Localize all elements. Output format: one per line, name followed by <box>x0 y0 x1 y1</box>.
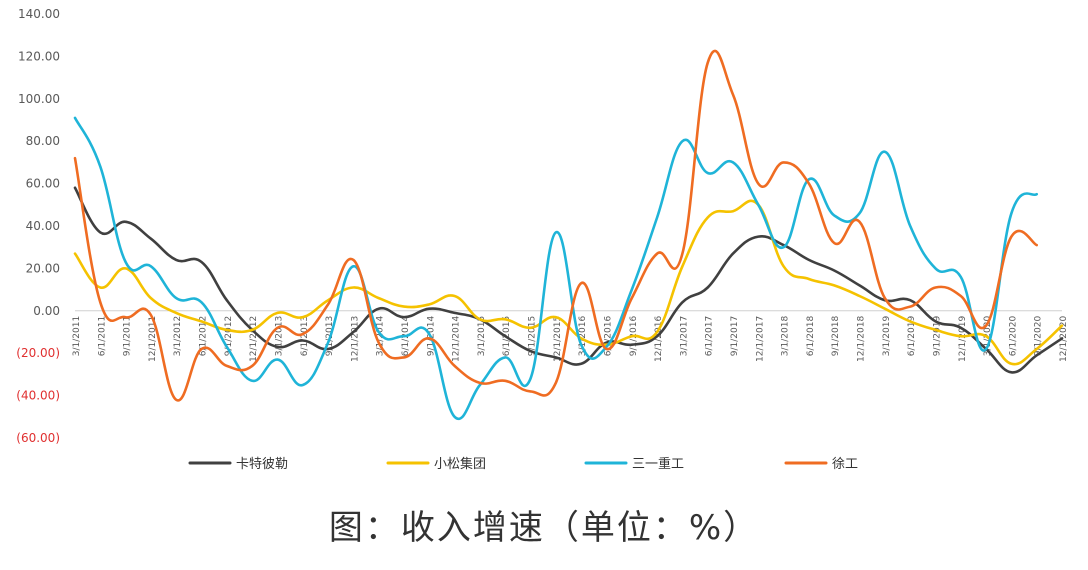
x-tick-label: 12/1/2013 <box>350 316 360 362</box>
series-line-4 <box>73 49 1038 402</box>
x-tick-label: 12/1/2014 <box>452 316 462 362</box>
x-tick-label: 6/1/2017 <box>705 316 715 356</box>
x-tick-label: 6/1/2020 <box>1008 316 1018 357</box>
x-tick-label: 12/1/2016 <box>654 316 664 362</box>
y-tick-label: (20.00) <box>16 346 60 360</box>
x-tick-label: 12/1/2018 <box>857 316 867 362</box>
chart: 140.00 120.00 100.00 80.00 60.00 40.00 20.00 0.… <box>16 7 1069 470</box>
figure-caption: 图：收入增速（单位：%） <box>328 508 760 548</box>
y-tick-label: 40.00 <box>26 219 60 233</box>
x-tick-label: 3/1/2020 <box>983 316 993 357</box>
x-tick-label: 12/1/2020 <box>1059 316 1069 362</box>
x-tick-label: 12/1/2019 <box>958 316 968 362</box>
x-tick-label: 6/1/2012 <box>199 316 209 356</box>
x-tick-label: 12/1/2017 <box>755 316 765 362</box>
x-tick-label: 9/1/2015 <box>528 316 538 356</box>
y-tick-label: 100.00 <box>18 92 60 106</box>
x-tick-label: 9/1/2012 <box>224 316 234 356</box>
x-tick-label: 3/1/2017 <box>679 316 689 356</box>
y-tick-label: 80.00 <box>26 134 60 148</box>
x-tick-label: 9/1/2019 <box>932 316 942 357</box>
x-tick-label: 9/1/2011 <box>123 316 133 356</box>
x-tick-label: 6/1/2013 <box>300 316 310 356</box>
series-line-2 <box>73 199 1064 366</box>
x-tick-label: 3/1/2015 <box>477 316 487 356</box>
x-tick-label: 3/1/2018 <box>781 316 791 357</box>
y-tick-label: (60.00) <box>16 431 60 445</box>
y-tick-label: 60.00 <box>26 177 60 191</box>
legend-label: 徐工 <box>832 457 858 470</box>
y-tick-label: (40.00) <box>16 389 60 403</box>
y-tick-label: 20.00 <box>26 261 60 275</box>
legend-label: 三一重工 <box>632 456 684 470</box>
x-tick-label: 9/1/2020 <box>1034 316 1044 357</box>
x-tick-label: 12/1/2012 <box>249 316 259 362</box>
series-line-3 <box>73 116 1038 421</box>
legend-label: 卡特彼勒 <box>236 457 288 470</box>
y-tick-label: 120.00 <box>18 49 60 63</box>
x-tick-label: 9/1/2017 <box>730 316 740 356</box>
x-tick-label: 3/1/2011 <box>72 316 82 356</box>
x-tick-label: 3/1/2016 <box>578 316 588 357</box>
legend: 卡特彼勒 小松集团 三一重工 徐工 <box>188 456 858 470</box>
y-tick-label: 140.00 <box>18 7 60 21</box>
x-tick-label: 6/1/2011 <box>97 316 107 356</box>
x-tick-label: 3/1/2013 <box>274 316 284 356</box>
y-axis: 140.00 120.00 100.00 80.00 60.00 40.00 20.00 0.… <box>16 7 60 445</box>
y-tick-label: 0.00 <box>33 304 60 318</box>
series-layer <box>73 49 1064 421</box>
x-tick-label: 12/1/2011 <box>148 316 158 362</box>
legend-label: 小松集团 <box>434 456 486 470</box>
x-tick-label: 6/1/2019 <box>907 316 917 357</box>
series-line-1 <box>73 186 1064 374</box>
x-tick-label: 3/1/2012 <box>173 316 183 356</box>
x-tick-label: 6/1/2018 <box>806 316 816 357</box>
x-tick-label: 3/1/2019 <box>882 316 892 357</box>
x-tick-label: 6/1/2016 <box>603 316 613 357</box>
x-tick-label: 12/1/2015 <box>553 316 563 362</box>
x-tick-label: 9/1/2018 <box>831 316 841 357</box>
